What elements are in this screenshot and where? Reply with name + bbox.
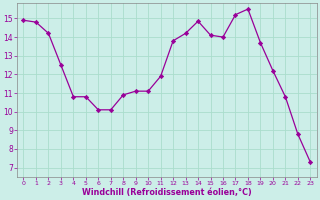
X-axis label: Windchill (Refroidissement éolien,°C): Windchill (Refroidissement éolien,°C) [82,188,252,197]
